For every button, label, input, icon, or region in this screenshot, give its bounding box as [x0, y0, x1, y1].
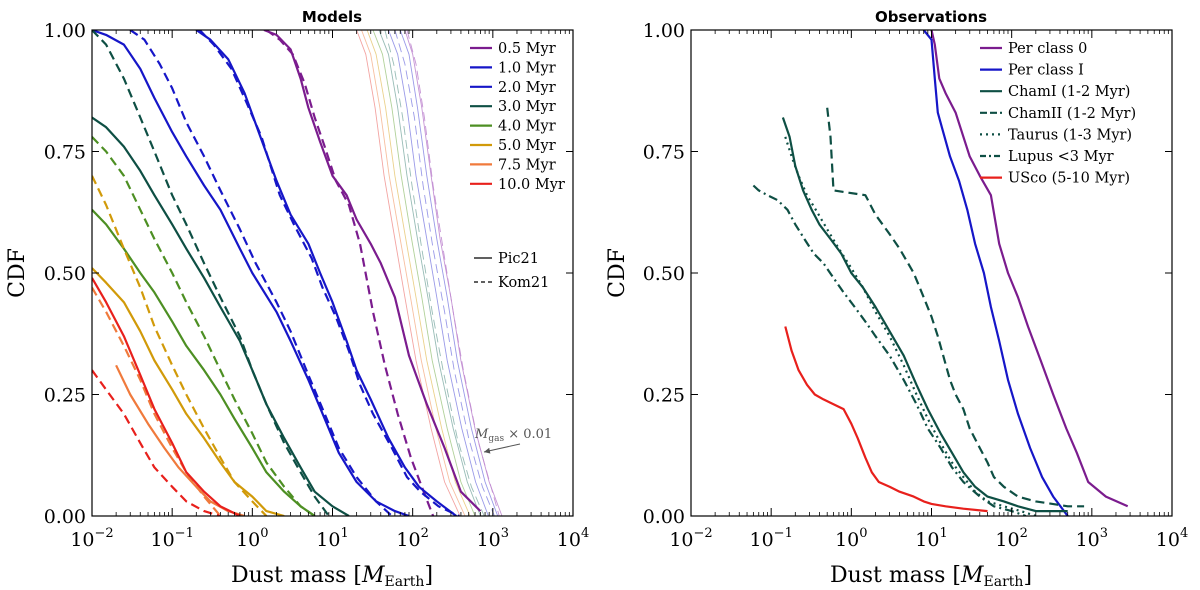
legend-label: Lupus <3 Myr	[1008, 149, 1114, 165]
gas-line-3-0-myr-dashed	[384, 30, 485, 516]
x-axis-label-text: Dust mass	[830, 563, 946, 588]
legend-label: 4.0 Myr	[498, 119, 556, 135]
style-legend-label: Kom21	[498, 275, 549, 291]
series-line-4-0-myr-dashed	[92, 136, 316, 516]
y-tick-label: 1.00	[643, 20, 685, 42]
plot-frame	[690, 29, 1173, 517]
annotation-arrow	[483, 443, 521, 454]
x-tick-label: 101	[316, 526, 348, 551]
series-line-taurus-1-3-myr--dotted	[784, 136, 1037, 516]
gas-line-7-5-myr-solid	[361, 30, 466, 516]
x-tick-label: 100	[236, 526, 268, 551]
series-line-chamii-1-2-myr--dashed	[826, 107, 1085, 508]
x-tick-label: 102	[995, 526, 1027, 551]
x-axis-label-text: Dust mass	[231, 563, 347, 588]
gas-line-4-0-myr-solid	[372, 30, 476, 516]
x-tick-label: 104	[1156, 526, 1188, 551]
gas-annotation: Mgas × 0.01	[474, 427, 552, 454]
x-tick-label: 103	[1076, 526, 1108, 551]
legend-label: 1.0 Myr	[498, 60, 556, 76]
x-tick-label: 10−1	[749, 526, 792, 551]
legend-label: 5.0 Myr	[498, 138, 556, 154]
series-line-0-5-myr-solid	[263, 30, 482, 512]
series-line-5-0-myr-solid	[92, 267, 285, 516]
legend-label: Taurus (1-3 Myr)	[1008, 127, 1132, 143]
legend: 0.5 Myr 1.0 Myr 2.0 Myr 3.0 Myr 4.0 Myr 5.0 M…	[470, 41, 565, 291]
y-tick-label: 0.25	[643, 385, 685, 407]
series-lines	[92, 30, 482, 516]
gas-lines	[356, 30, 503, 516]
x-tick-label: 100	[835, 526, 867, 551]
legend-label: Per class I	[1008, 63, 1084, 79]
gas-line-5-0-myr-solid	[366, 30, 471, 516]
legend-label: 7.5 Myr	[498, 157, 556, 173]
x-axis-label: Dust mass [MEarth]	[231, 563, 433, 590]
gas-line-3-0-myr-solid	[378, 30, 481, 516]
gas-line-1-0-myr-solid	[399, 30, 499, 516]
series-line-1-0-myr-solid	[195, 30, 457, 516]
series-line-4-0-myr-solid	[92, 209, 316, 516]
series-line-1-0-myr-dashed	[198, 30, 460, 516]
series-line-2-0-myr-solid	[92, 30, 410, 516]
y-ticks: 0.00 0.25 0.50 0.75 1.00	[643, 20, 1172, 528]
panel-models: Models 0.000.250.500.751.00 10−2 10−1 100 1…	[5, 8, 589, 590]
y-tick-label: 0.00	[643, 506, 685, 528]
annotation-text: Mgas × 0.01	[474, 427, 552, 444]
panel-observations: Observations 0.000.250.500.751.00 10−2 10…	[605, 8, 1188, 590]
gas-line-1-0-myr-dashed	[394, 30, 495, 516]
y-tick-label: 0.75	[44, 142, 86, 164]
panel-title: Observations	[875, 8, 987, 26]
series-line-10-0-myr-solid	[92, 277, 241, 516]
series-line-10-0-myr-dashed	[92, 369, 221, 516]
legend-label: 2.0 Myr	[498, 80, 556, 96]
x-tick-label: 10−1	[150, 526, 193, 551]
x-tick-label: 102	[396, 526, 428, 551]
y-tick-label: 0.50	[643, 263, 685, 285]
legend-label: ChamII (1-2 Myr)	[1008, 106, 1136, 122]
x-ticks: 10−2 10−1 100 101 102 103 104	[70, 30, 589, 551]
y-tick-label: 0.25	[44, 385, 86, 407]
series-line-per-class-i-solid	[922, 30, 1069, 516]
legend-label: 10.0 Myr	[498, 177, 565, 193]
x-axis-label: Dust mass [MEarth]	[830, 563, 1032, 590]
series-line-7-5-myr-dashed	[92, 287, 222, 516]
x-ticks: 10−2 10−1 100 101 102 103 104	[669, 30, 1188, 551]
x-tick-label: 10−2	[669, 526, 712, 551]
legend-label: 0.5 Myr	[498, 41, 556, 57]
series-line-0-5-myr-dashed	[265, 30, 435, 516]
series-line-7-5-myr-solid	[115, 364, 245, 516]
legend: Per class 0 Per class I ChamI (1-2 Myr) Cha…	[980, 41, 1136, 187]
legend-label: 3.0 Myr	[498, 99, 556, 115]
legend-label: USco (5-10 Myr)	[1008, 171, 1130, 187]
y-ticks: 0.00 0.25 0.50 0.75 1.00	[44, 20, 573, 528]
y-tick-label: 0.50	[44, 263, 86, 285]
series-line-3-0-myr-dashed	[92, 30, 330, 516]
x-tick-label: 104	[557, 526, 589, 551]
y-axis-label: CDF	[605, 248, 630, 298]
series-line-5-0-myr-dashed	[92, 175, 268, 516]
gas-line-2-0-myr-solid	[388, 30, 489, 516]
gas-line-0-5-myr-solid	[404, 30, 503, 516]
series-line-per-class-0-solid	[930, 30, 1129, 508]
y-axis-label: CDF	[5, 248, 30, 298]
series-lines	[752, 30, 1129, 516]
x-tick-label: 101	[915, 526, 947, 551]
x-tick-label: 10−2	[70, 526, 113, 551]
series-line-2-0-myr-dashed	[129, 30, 393, 516]
series-line-usco-5-10-myr--solid	[784, 326, 988, 513]
y-tick-label: 0.75	[643, 142, 685, 164]
legend-label: Per class 0	[1008, 41, 1087, 57]
y-tick-label: 0.00	[44, 506, 86, 528]
legend-label: ChamI (1-2 Myr)	[1008, 84, 1130, 100]
gas-line-10-0-myr-solid	[356, 30, 461, 516]
x-tick-label: 103	[477, 526, 509, 551]
series-line-3-0-myr-solid	[92, 116, 350, 516]
panel-title: Models	[302, 8, 362, 26]
series-line-chami-1-2-myr--solid	[781, 117, 1068, 513]
y-tick-label: 1.00	[44, 20, 86, 42]
series-line-lupus-3-myr-dashdot	[752, 184, 1027, 516]
gas-line-0-5-myr-dashed	[406, 30, 500, 516]
style-legend-label: Pic21	[498, 251, 539, 267]
